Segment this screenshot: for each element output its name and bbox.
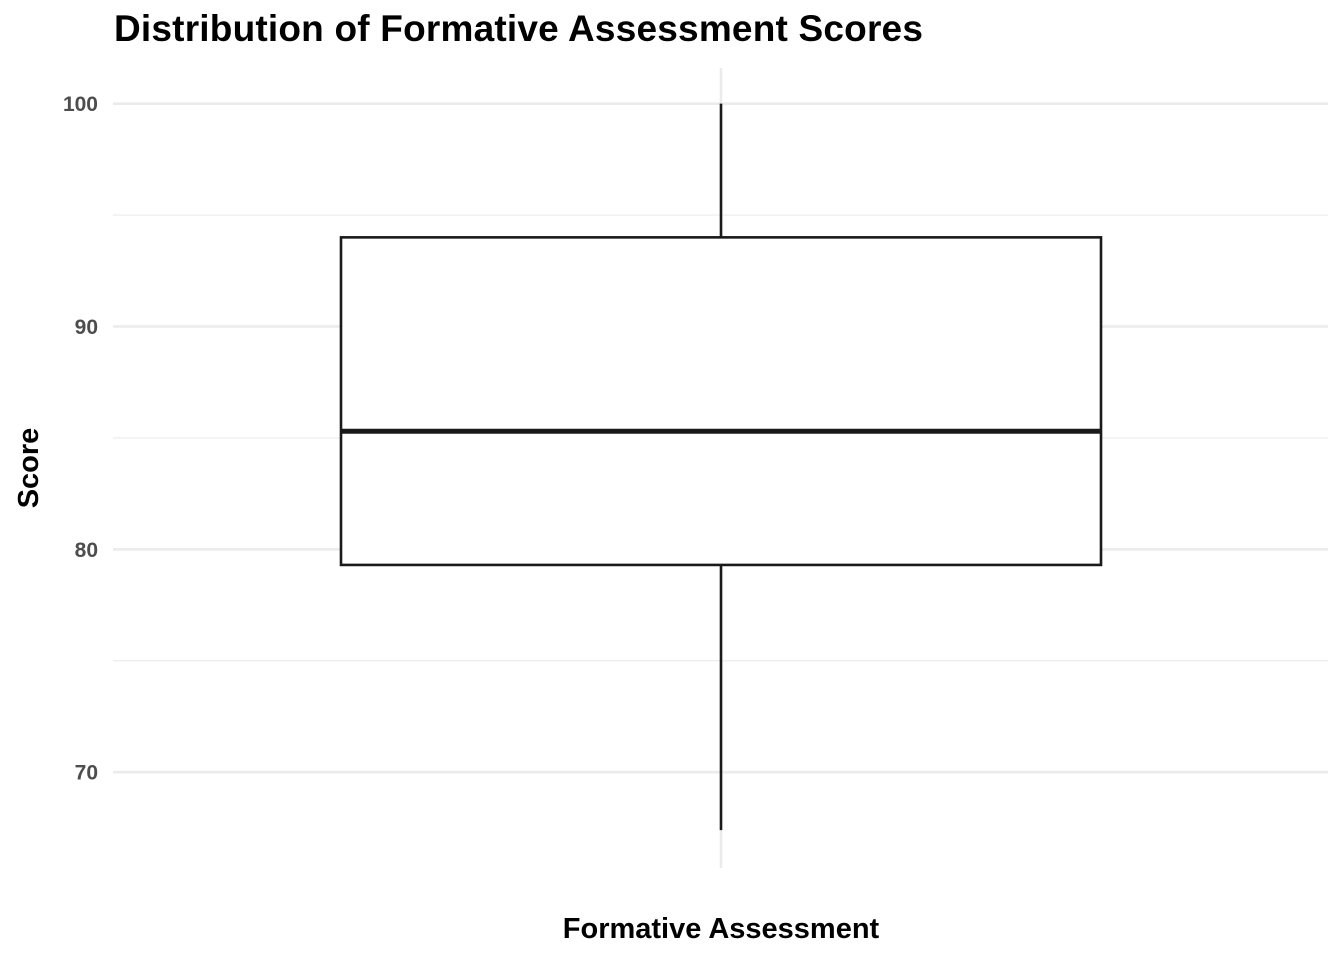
x-axis-label: Formative Assessment — [563, 913, 880, 945]
y-tick-label: 100 — [63, 93, 98, 116]
y-axis-label: Score — [13, 428, 45, 509]
y-tick-label: 80 — [75, 539, 98, 562]
y-tick-label: 90 — [75, 316, 98, 339]
y-axis-ticks: 70 80 90 100 — [63, 93, 98, 785]
chart-title: Distribution of Formative Assessment Sco… — [114, 8, 924, 49]
iqr-box — [339, 236, 1103, 567]
box-plot — [339, 103, 1103, 831]
y-tick-label: 70 — [75, 762, 98, 785]
